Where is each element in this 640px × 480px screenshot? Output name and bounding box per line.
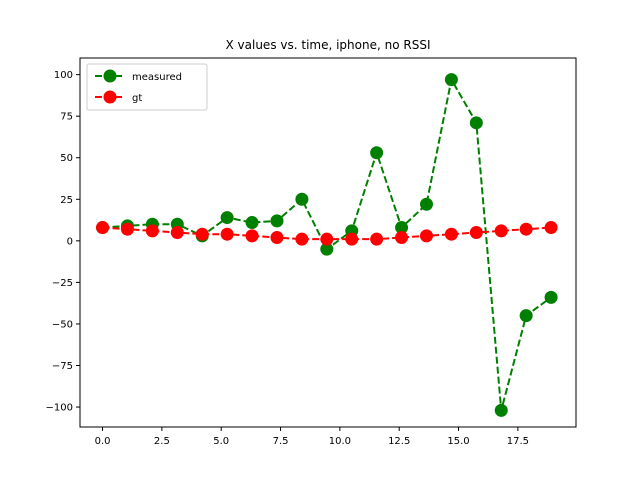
- plot-area: [96, 73, 558, 417]
- data-point-gt: [370, 232, 384, 246]
- x-tick-label: 17.5: [507, 436, 529, 447]
- y-tick-label: 25: [60, 195, 73, 206]
- y-tick-label: −100: [46, 403, 73, 414]
- x-tick-label: 0.0: [95, 436, 111, 447]
- data-point-measured: [519, 309, 533, 323]
- data-point-measured: [494, 403, 508, 417]
- data-point-gt: [145, 224, 159, 238]
- data-point-measured: [395, 221, 409, 235]
- axes: 0.0 2.5 5.0 7.5 10.0 12.5 15.0 17.5 100 75 50 25 0 −2…: [46, 70, 529, 447]
- legend-label-gt: gt: [132, 93, 142, 104]
- data-point-gt: [245, 229, 259, 243]
- y-tick-label: 100: [54, 70, 73, 81]
- legend: measured gt: [86, 63, 208, 111]
- legend-marker-gt: [103, 90, 117, 104]
- data-point-gt: [469, 226, 483, 240]
- data-point-gt: [195, 227, 209, 241]
- x-tick-label: 10.0: [329, 436, 351, 447]
- y-tick-label: 75: [60, 112, 73, 123]
- data-point-gt: [419, 229, 433, 243]
- data-point-measured: [320, 242, 334, 256]
- legend-marker-measured: [103, 69, 117, 83]
- data-point-gt: [544, 221, 558, 235]
- y-tick-label: −50: [52, 319, 73, 330]
- data-point-measured: [295, 192, 309, 206]
- plot-frame: [79, 57, 577, 428]
- data-point-gt: [270, 231, 284, 245]
- data-point-gt: [395, 231, 409, 245]
- data-point-gt: [295, 232, 309, 246]
- y-tick-label: 50: [60, 153, 73, 164]
- x-tick-label: 2.5: [154, 436, 170, 447]
- x-tick-label: 12.5: [388, 436, 410, 447]
- data-point-gt: [170, 226, 184, 240]
- data-point-measured: [220, 211, 234, 225]
- data-point-gt: [519, 222, 533, 236]
- data-point-measured: [270, 214, 284, 228]
- y-tick-label: −75: [52, 361, 73, 372]
- data-point-gt: [120, 222, 134, 236]
- data-point-measured: [370, 146, 384, 160]
- data-point-measured: [469, 116, 483, 130]
- data-point-gt: [96, 221, 110, 235]
- x-tick-label: 15.0: [447, 436, 469, 447]
- data-point-gt: [444, 227, 458, 241]
- data-point-measured: [245, 216, 259, 230]
- data-point-gt: [320, 232, 334, 246]
- data-point-measured: [444, 73, 458, 87]
- data-point-measured: [419, 197, 433, 211]
- legend-box: [86, 63, 208, 111]
- chart-title: X values vs. time, iphone, no RSSI: [226, 38, 431, 52]
- x-tick-label: 5.0: [213, 436, 229, 447]
- data-point-measured: [544, 290, 558, 304]
- y-tick-label: −25: [52, 278, 73, 289]
- legend-label-measured: measured: [132, 72, 182, 83]
- x-tick-label: 7.5: [273, 436, 289, 447]
- data-point-gt: [220, 227, 234, 241]
- y-tick-label: 0: [67, 236, 73, 247]
- data-point-gt: [494, 224, 508, 238]
- data-point-gt: [345, 232, 359, 246]
